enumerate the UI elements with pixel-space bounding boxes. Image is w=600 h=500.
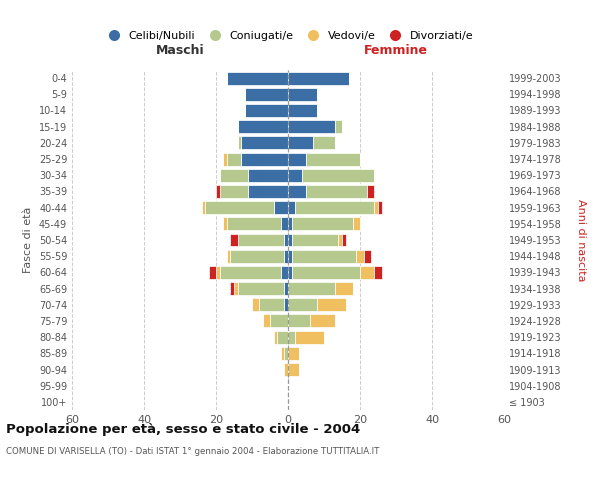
Bar bbox=[270, 314, 288, 328]
Bar bbox=[220, 266, 281, 279]
Bar bbox=[284, 347, 288, 360]
Bar bbox=[277, 330, 288, 344]
Bar bbox=[281, 218, 288, 230]
Bar bbox=[274, 201, 288, 214]
Bar bbox=[338, 234, 342, 246]
Bar bbox=[335, 282, 353, 295]
Bar bbox=[252, 298, 259, 311]
Y-axis label: Fasce di età: Fasce di età bbox=[23, 207, 33, 273]
Bar bbox=[281, 266, 288, 279]
Bar bbox=[202, 201, 205, 214]
Bar bbox=[230, 250, 284, 262]
Bar bbox=[220, 169, 248, 181]
Bar bbox=[378, 201, 382, 214]
Bar bbox=[227, 218, 281, 230]
Bar bbox=[227, 72, 288, 85]
Bar bbox=[288, 282, 335, 295]
Bar bbox=[302, 169, 374, 181]
Bar bbox=[284, 282, 288, 295]
Text: COMUNE DI VARISELLA (TO) - Dati ISTAT 1° gennaio 2004 - Elaborazione TUTTITALIA.: COMUNE DI VARISELLA (TO) - Dati ISTAT 1°… bbox=[6, 448, 379, 456]
Bar bbox=[342, 234, 346, 246]
Bar bbox=[288, 72, 349, 85]
Bar bbox=[223, 218, 227, 230]
Bar bbox=[367, 185, 374, 198]
Bar bbox=[248, 169, 288, 181]
Bar bbox=[288, 347, 299, 360]
Bar bbox=[288, 234, 292, 246]
Bar bbox=[295, 330, 324, 344]
Bar bbox=[284, 298, 288, 311]
Bar bbox=[306, 152, 360, 166]
Bar bbox=[306, 185, 367, 198]
Bar bbox=[284, 363, 288, 376]
Bar bbox=[288, 136, 313, 149]
Bar bbox=[353, 218, 360, 230]
Bar bbox=[248, 185, 288, 198]
Bar bbox=[292, 266, 360, 279]
Bar bbox=[227, 152, 241, 166]
Bar bbox=[310, 314, 335, 328]
Bar bbox=[209, 266, 216, 279]
Bar bbox=[238, 282, 284, 295]
Y-axis label: Anni di nascita: Anni di nascita bbox=[575, 198, 586, 281]
Bar bbox=[238, 136, 241, 149]
Bar bbox=[238, 234, 284, 246]
Bar bbox=[295, 201, 374, 214]
Bar bbox=[288, 330, 295, 344]
Bar bbox=[220, 185, 248, 198]
Bar bbox=[216, 185, 220, 198]
Bar bbox=[317, 298, 346, 311]
Bar bbox=[292, 218, 353, 230]
Bar bbox=[230, 234, 238, 246]
Bar bbox=[284, 250, 288, 262]
Bar bbox=[281, 347, 284, 360]
Bar bbox=[288, 298, 317, 311]
Bar bbox=[238, 120, 288, 133]
Bar bbox=[360, 266, 374, 279]
Bar bbox=[234, 282, 238, 295]
Bar bbox=[356, 250, 364, 262]
Bar bbox=[245, 104, 288, 117]
Bar bbox=[241, 136, 288, 149]
Bar bbox=[292, 250, 356, 262]
Bar bbox=[227, 250, 230, 262]
Bar bbox=[292, 234, 338, 246]
Bar bbox=[205, 201, 274, 214]
Bar bbox=[374, 201, 378, 214]
Bar bbox=[288, 120, 335, 133]
Legend: Celibi/Nubili, Coniugati/e, Vedovi/e, Divorziati/e: Celibi/Nubili, Coniugati/e, Vedovi/e, Di… bbox=[103, 30, 473, 40]
Bar bbox=[245, 88, 288, 101]
Bar bbox=[230, 282, 234, 295]
Bar bbox=[288, 266, 292, 279]
Bar bbox=[288, 104, 317, 117]
Bar bbox=[223, 152, 227, 166]
Bar bbox=[288, 314, 310, 328]
Bar bbox=[288, 169, 302, 181]
Bar bbox=[216, 266, 220, 279]
Bar bbox=[274, 330, 277, 344]
Bar bbox=[288, 250, 292, 262]
Bar bbox=[335, 120, 342, 133]
Bar bbox=[288, 201, 295, 214]
Bar bbox=[259, 298, 284, 311]
Bar bbox=[263, 314, 270, 328]
Bar bbox=[288, 88, 317, 101]
Bar bbox=[364, 250, 371, 262]
Bar bbox=[241, 152, 288, 166]
Bar bbox=[288, 185, 306, 198]
Bar bbox=[288, 152, 306, 166]
Bar bbox=[313, 136, 335, 149]
Bar bbox=[288, 363, 299, 376]
Text: Femmine: Femmine bbox=[364, 44, 428, 57]
Bar bbox=[284, 234, 288, 246]
Bar bbox=[288, 218, 292, 230]
Text: Maschi: Maschi bbox=[155, 44, 205, 57]
Text: Popolazione per età, sesso e stato civile - 2004: Popolazione per età, sesso e stato civil… bbox=[6, 422, 360, 436]
Bar bbox=[374, 266, 382, 279]
